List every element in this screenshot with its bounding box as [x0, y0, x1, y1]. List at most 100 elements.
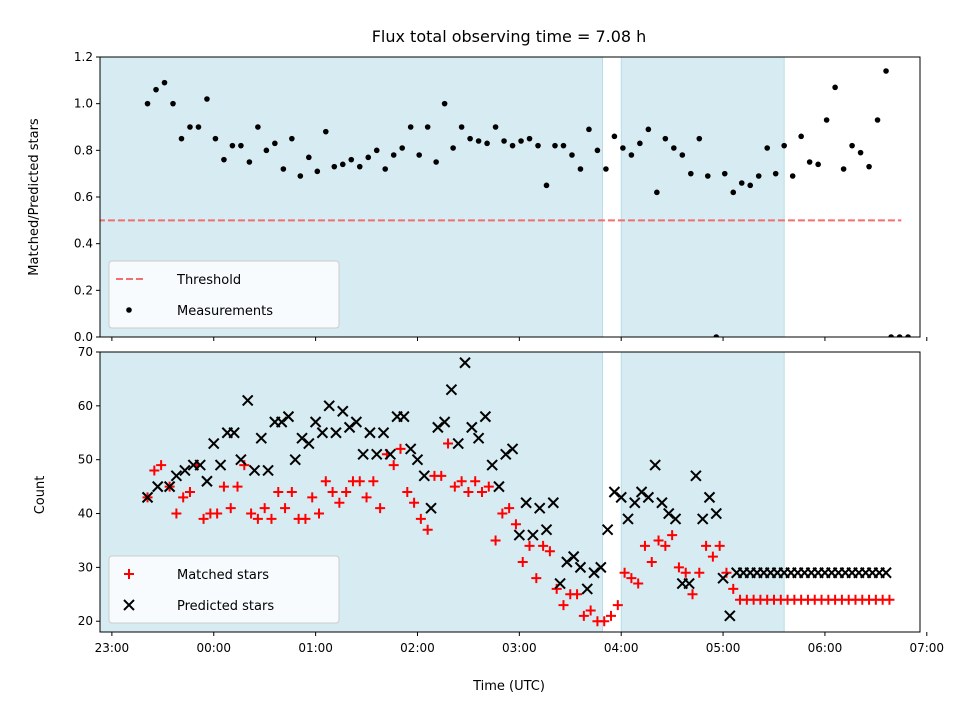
legend-label: Predicted stars: [177, 599, 274, 614]
matched-star-point: [558, 600, 569, 611]
predicted-star-point: [615, 491, 627, 504]
predicted-star-point: [241, 394, 254, 407]
predicted-star-point: [629, 497, 641, 509]
predicted-star-point: [466, 421, 478, 434]
matched-star-point: [280, 503, 291, 514]
matched-star-point: [714, 540, 725, 551]
predicted-star-point: [717, 572, 729, 584]
matched-star-point: [660, 540, 671, 551]
predicted-star-point: [493, 480, 505, 493]
matched-star-point: [156, 460, 167, 471]
predicted-star-point: [534, 502, 546, 514]
measurement-point: [586, 126, 592, 133]
matched-star-point: [334, 497, 345, 508]
measurement-point: [896, 334, 903, 337]
matched-star-point: [572, 589, 583, 600]
measurement-point: [569, 152, 575, 158]
measurement-point: [806, 159, 813, 165]
predicted-star-point: [574, 561, 587, 574]
measurement-point: [170, 100, 176, 107]
measurement-point: [815, 161, 821, 168]
observing-window-span: [620, 56, 785, 338]
matched-star-point: [409, 497, 420, 508]
bottom-y-axis-label: Count: [33, 476, 48, 515]
top-legend: Threshold Measurements: [108, 260, 340, 329]
matched-star-point: [626, 573, 637, 584]
measurement-point: [518, 138, 524, 144]
predicted-star-point: [506, 443, 519, 455]
predicted-star-point: [371, 448, 383, 461]
predicted-star-point: [696, 513, 709, 525]
measurement-point: [212, 135, 219, 142]
y-tick-label: 1.0: [74, 97, 93, 111]
measurement-point: [526, 135, 533, 142]
measurement-point: [390, 152, 397, 158]
measurement-point: [671, 145, 677, 151]
top-panel: 0.0 0.2 0.4 0.6 0.8 1.0 1.2 Threshold Measuremen…: [74, 50, 928, 344]
matched-star-point: [707, 551, 718, 562]
matched-star-point: [307, 492, 318, 503]
predicted-star-point: [669, 513, 682, 525]
measurement-point: [866, 163, 872, 170]
measurement-point: [399, 145, 405, 151]
bottom-axes-frame: [99, 351, 921, 633]
measurement-point: [424, 124, 431, 130]
predicted-star-point: [513, 529, 526, 541]
matched-star-point: [504, 503, 515, 514]
predicted-star-point: [438, 416, 451, 428]
matched-star-point: [395, 443, 406, 454]
x-tick-label: 05:00: [706, 641, 741, 655]
measurement-point: [888, 334, 894, 337]
matched-star-point: [470, 476, 481, 487]
x-tick-label: 23:00: [95, 641, 130, 655]
matched-star-point: [246, 508, 257, 519]
matched-star-point: [490, 535, 501, 546]
matched-star-point: [375, 503, 386, 514]
matched-star-point: [259, 503, 270, 514]
y-tick-label: 0.6: [74, 190, 93, 204]
predicted-star-point: [289, 453, 301, 466]
measurement-point: [144, 100, 151, 107]
predicted-star-point: [316, 427, 329, 439]
matched-star-point: [687, 589, 698, 600]
matched-star-point: [422, 524, 433, 535]
measurement-point: [611, 133, 618, 140]
legend-label: Matched stars: [177, 568, 269, 583]
measurement-point: [509, 142, 516, 149]
observing-window-span: [620, 351, 785, 633]
measurement-point: [772, 170, 779, 177]
predicted-star-point: [472, 432, 485, 444]
measurement-point: [688, 170, 694, 177]
matched-star-point: [354, 476, 365, 487]
matched-star-point: [619, 567, 630, 578]
legend-predicted-swatch: [123, 599, 135, 611]
predicted-star-point: [710, 507, 722, 520]
predicted-star-point: [622, 513, 634, 525]
legend-measurement-swatch: [126, 307, 132, 313]
matched-star-point: [252, 513, 263, 524]
bottom-plot-area: [141, 357, 895, 627]
x-tick-label: 02:00: [400, 641, 435, 655]
matched-star-point: [402, 487, 413, 497]
matched-star-point: [171, 508, 182, 519]
predicted-star-point: [547, 497, 559, 509]
measurement-point: [679, 152, 686, 158]
predicted-star-point: [201, 475, 213, 487]
predicted-star-point: [595, 561, 607, 574]
matched-star-point: [476, 487, 487, 497]
predicted-star-point: [880, 567, 892, 579]
matched-star-point: [300, 513, 311, 524]
measurement-point: [373, 147, 380, 154]
predicted-star-point: [163, 480, 176, 493]
predicted-star-point: [282, 410, 295, 423]
y-tick-label: 60: [78, 399, 93, 413]
y-tick-label: 0.4: [74, 237, 93, 251]
legend-label: Threshold: [176, 273, 241, 288]
measurement-point: [730, 189, 737, 196]
top-y-axis-label: Matched/Predicted stars: [27, 118, 42, 276]
matched-star-point: [415, 513, 426, 524]
matched-star-point: [884, 594, 895, 605]
predicted-star-point: [364, 427, 376, 439]
legend-matched-swatch: [124, 569, 134, 579]
matched-star-point: [286, 487, 297, 497]
